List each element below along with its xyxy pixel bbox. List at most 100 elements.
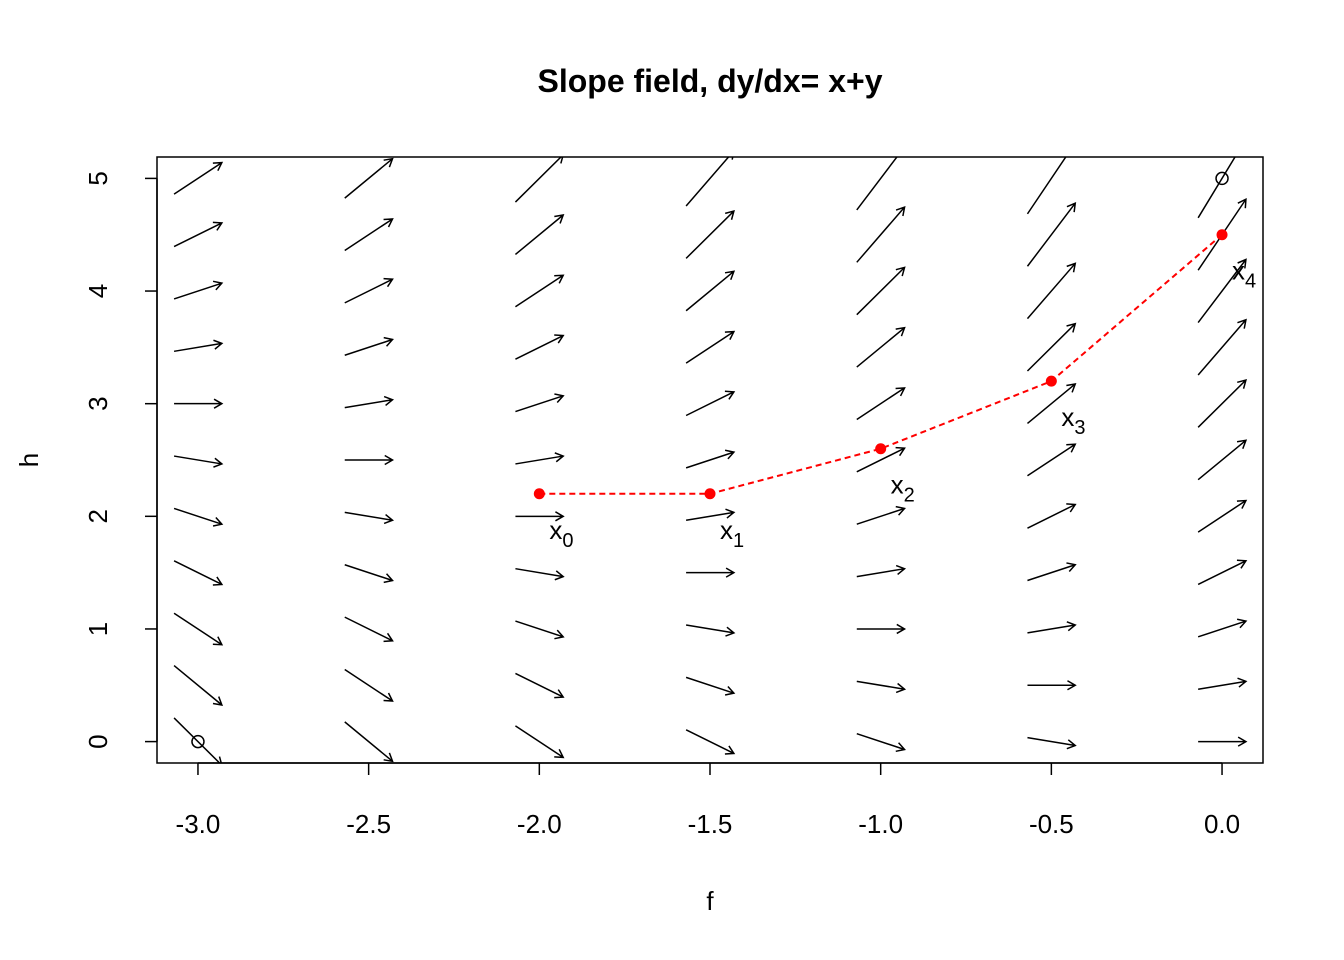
slope-arrow xyxy=(173,507,224,527)
slope-arrow xyxy=(856,733,906,753)
slope-arrow xyxy=(1027,562,1077,582)
y-tick-label: 3 xyxy=(83,396,113,410)
field-layer xyxy=(173,157,1248,763)
slope-arrow xyxy=(1197,499,1248,533)
x-tick-label: -1.5 xyxy=(688,809,733,839)
slope-arrow xyxy=(515,274,565,308)
x-tick-label: 0.0 xyxy=(1204,809,1240,839)
slope-arrow xyxy=(515,393,565,413)
slope-arrow xyxy=(514,157,564,203)
slope-arrow xyxy=(685,624,736,637)
slope-arrow xyxy=(515,452,565,465)
slope-arrow xyxy=(685,676,736,696)
slope-arrow xyxy=(1026,322,1077,372)
slope-arrow xyxy=(1197,439,1248,481)
slope-arrow xyxy=(173,339,224,353)
point-label-sub: 1 xyxy=(733,530,744,552)
slope-arrow xyxy=(685,157,734,207)
slope-arrow xyxy=(515,511,565,522)
slope-arrow xyxy=(1027,443,1077,477)
euler-point xyxy=(533,488,545,500)
slope-arrow xyxy=(856,623,907,635)
y-tick-label: 2 xyxy=(83,509,113,523)
slope-arrow xyxy=(1027,621,1077,634)
slope-arrow xyxy=(686,567,736,578)
x-tick-label: -2.0 xyxy=(517,809,562,839)
x-tick-label: -0.5 xyxy=(1029,809,1074,839)
slope-arrow xyxy=(173,612,224,646)
slope-arrow xyxy=(173,664,224,706)
slope-arrow xyxy=(856,157,898,211)
slope-arrow xyxy=(344,564,394,584)
slope-arrow xyxy=(173,221,224,248)
slope-arrow xyxy=(1197,318,1247,376)
point-label-base: x xyxy=(720,515,733,545)
slope-arrow xyxy=(344,511,395,525)
slope-arrow xyxy=(515,334,565,360)
slope-arrow xyxy=(344,395,395,409)
slope-arrow xyxy=(685,508,736,522)
y-tick-label: 0 xyxy=(83,734,113,748)
y-tick-label: 5 xyxy=(83,171,113,185)
slope-arrow xyxy=(1026,262,1077,320)
slope-arrow xyxy=(856,680,907,694)
point-label-base: x xyxy=(549,515,562,545)
slope-arrow xyxy=(515,672,565,699)
point-label-sub: 0 xyxy=(562,530,573,552)
slope-arrow xyxy=(344,218,394,252)
slope-arrow xyxy=(856,387,906,421)
slope-arrow xyxy=(1198,736,1248,747)
slope-arrow xyxy=(174,398,224,409)
point-label-sub: 3 xyxy=(1074,417,1085,439)
slope-arrow xyxy=(344,616,394,643)
slope-arrow xyxy=(685,449,736,469)
x-axis-label: f xyxy=(706,886,714,916)
y-tick-label: 4 xyxy=(83,284,113,298)
slope-arrow xyxy=(344,454,395,466)
slope-arrow xyxy=(1197,378,1247,428)
slope-arrow xyxy=(344,668,394,702)
slope-arrow xyxy=(856,326,906,368)
slope-arrow xyxy=(856,505,906,525)
slope-arrow xyxy=(1198,677,1248,690)
slope-arrow xyxy=(685,390,736,417)
slope-arrow xyxy=(685,270,736,312)
x-tick-label: -1.0 xyxy=(858,809,903,839)
euler-point xyxy=(1045,375,1057,387)
slope-arrow xyxy=(173,455,224,468)
slope-arrow xyxy=(856,205,906,263)
slope-arrow xyxy=(1027,736,1077,750)
slope-arrow xyxy=(344,277,394,304)
y-axis-label: h xyxy=(14,453,44,467)
euler-point xyxy=(704,488,716,500)
corner-point xyxy=(1215,171,1229,186)
x-tick-label: -3.0 xyxy=(176,809,221,839)
slope-arrow xyxy=(344,157,394,199)
slope-arrow xyxy=(344,336,394,356)
slope-arrow xyxy=(1197,559,1248,586)
slope-arrow xyxy=(856,446,906,473)
slope-arrow xyxy=(685,210,735,259)
slope-arrow xyxy=(173,161,224,195)
x-tick-label: -2.5 xyxy=(346,809,391,839)
slope-arrow xyxy=(515,620,565,640)
slope-arrow xyxy=(1027,503,1077,529)
slope-arrow xyxy=(173,280,224,300)
slope-arrow xyxy=(1027,680,1077,691)
euler-point xyxy=(1216,229,1228,241)
slope-arrow xyxy=(1197,157,1236,219)
slope-arrow xyxy=(685,729,736,755)
chart-title: Slope field, dy/dx= x+y xyxy=(537,63,882,99)
euler-line xyxy=(539,233,1223,495)
point-label: x4 xyxy=(1232,256,1256,293)
point-label-base: x xyxy=(1061,402,1074,432)
point-label-base: x xyxy=(891,470,904,500)
corner-point xyxy=(191,734,205,749)
slope-arrow xyxy=(1197,618,1248,638)
point-label: x2 xyxy=(891,470,915,507)
slope-arrow xyxy=(515,725,565,759)
slope-arrow xyxy=(1197,258,1247,324)
slope-arrow xyxy=(515,567,565,581)
